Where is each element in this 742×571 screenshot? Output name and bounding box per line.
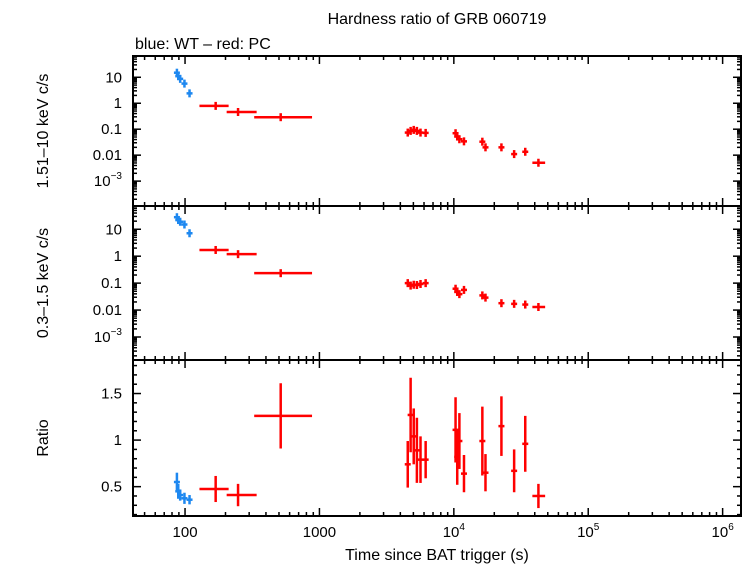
y-tick-label-base: 1 [114, 248, 122, 265]
y-tick-label-exponent: −3 [111, 327, 123, 338]
chart-subtitle: blue: WT – red: PC [135, 36, 271, 53]
x-tick-label-exponent: 5 [594, 522, 600, 533]
x-tick-label: 106 [712, 522, 735, 541]
y-tick-label-base: 1 [114, 95, 122, 112]
y-tick-label-base: 1 [114, 432, 122, 449]
y-tick-label: 10−3 [94, 327, 123, 346]
y-tick-label: 10 [105, 221, 122, 238]
y-tick-label: 0.1 [101, 275, 122, 292]
chart-title: Hardness ratio of GRB 060719 [328, 11, 547, 28]
y-tick-label: 0.5 [101, 479, 122, 496]
x-tick-label-base: 100 [173, 524, 198, 541]
y-tick-label-base: 10 [105, 69, 122, 86]
x-tick-label-exponent: 4 [459, 522, 465, 533]
y-tick-label: 0.1 [101, 121, 122, 138]
x-tick-label-base: 10 [712, 524, 729, 541]
x-tick-label: 104 [443, 522, 466, 541]
y-tick-label-exponent: −3 [111, 171, 123, 182]
y-tick-label-base: 10 [105, 221, 122, 238]
y-axis-label-ratio: Ratio [35, 419, 52, 456]
y-tick-label: 0.01 [93, 147, 122, 164]
y-axis-label-middle: 0.3–1.5 keV c/s [35, 228, 52, 338]
x-tick-label: 1000 [303, 524, 336, 541]
panel-frame [132, 55, 742, 207]
x-tick-label-base: 1000 [303, 524, 336, 541]
x-tick-label: 100 [173, 524, 198, 541]
y-tick-label: 1 [114, 432, 122, 449]
y-tick-label-base: 10 [94, 329, 111, 346]
panel-frame [132, 205, 742, 361]
x-tick-label: 105 [577, 522, 600, 541]
y-axis-label-top: 1.51–10 keV c/s [35, 74, 52, 189]
y-tick-label: 0.01 [93, 302, 122, 319]
y-tick-label: 1 [114, 248, 122, 265]
y-tick-label: 10−3 [94, 171, 123, 190]
y-tick-label-base: 10 [94, 173, 111, 190]
y-tick-label: 1 [114, 95, 122, 112]
y-tick-label-base: 0.1 [101, 275, 122, 292]
y-tick-label-base: 0.01 [93, 302, 122, 319]
y-tick-label-base: 0.1 [101, 121, 122, 138]
x-axis-label: Time since BAT trigger (s) [345, 547, 529, 564]
x-tick-label-exponent: 6 [728, 522, 734, 533]
x-tick-label-base: 10 [443, 524, 460, 541]
y-tick-label-base: 1.5 [101, 386, 122, 403]
y-tick-label: 10 [105, 69, 122, 86]
x-tick-label-base: 10 [577, 524, 594, 541]
panel-frame [132, 359, 742, 517]
y-tick-label: 1.5 [101, 386, 122, 403]
y-tick-label-base: 0.5 [101, 479, 122, 496]
y-tick-label-base: 0.01 [93, 147, 122, 164]
